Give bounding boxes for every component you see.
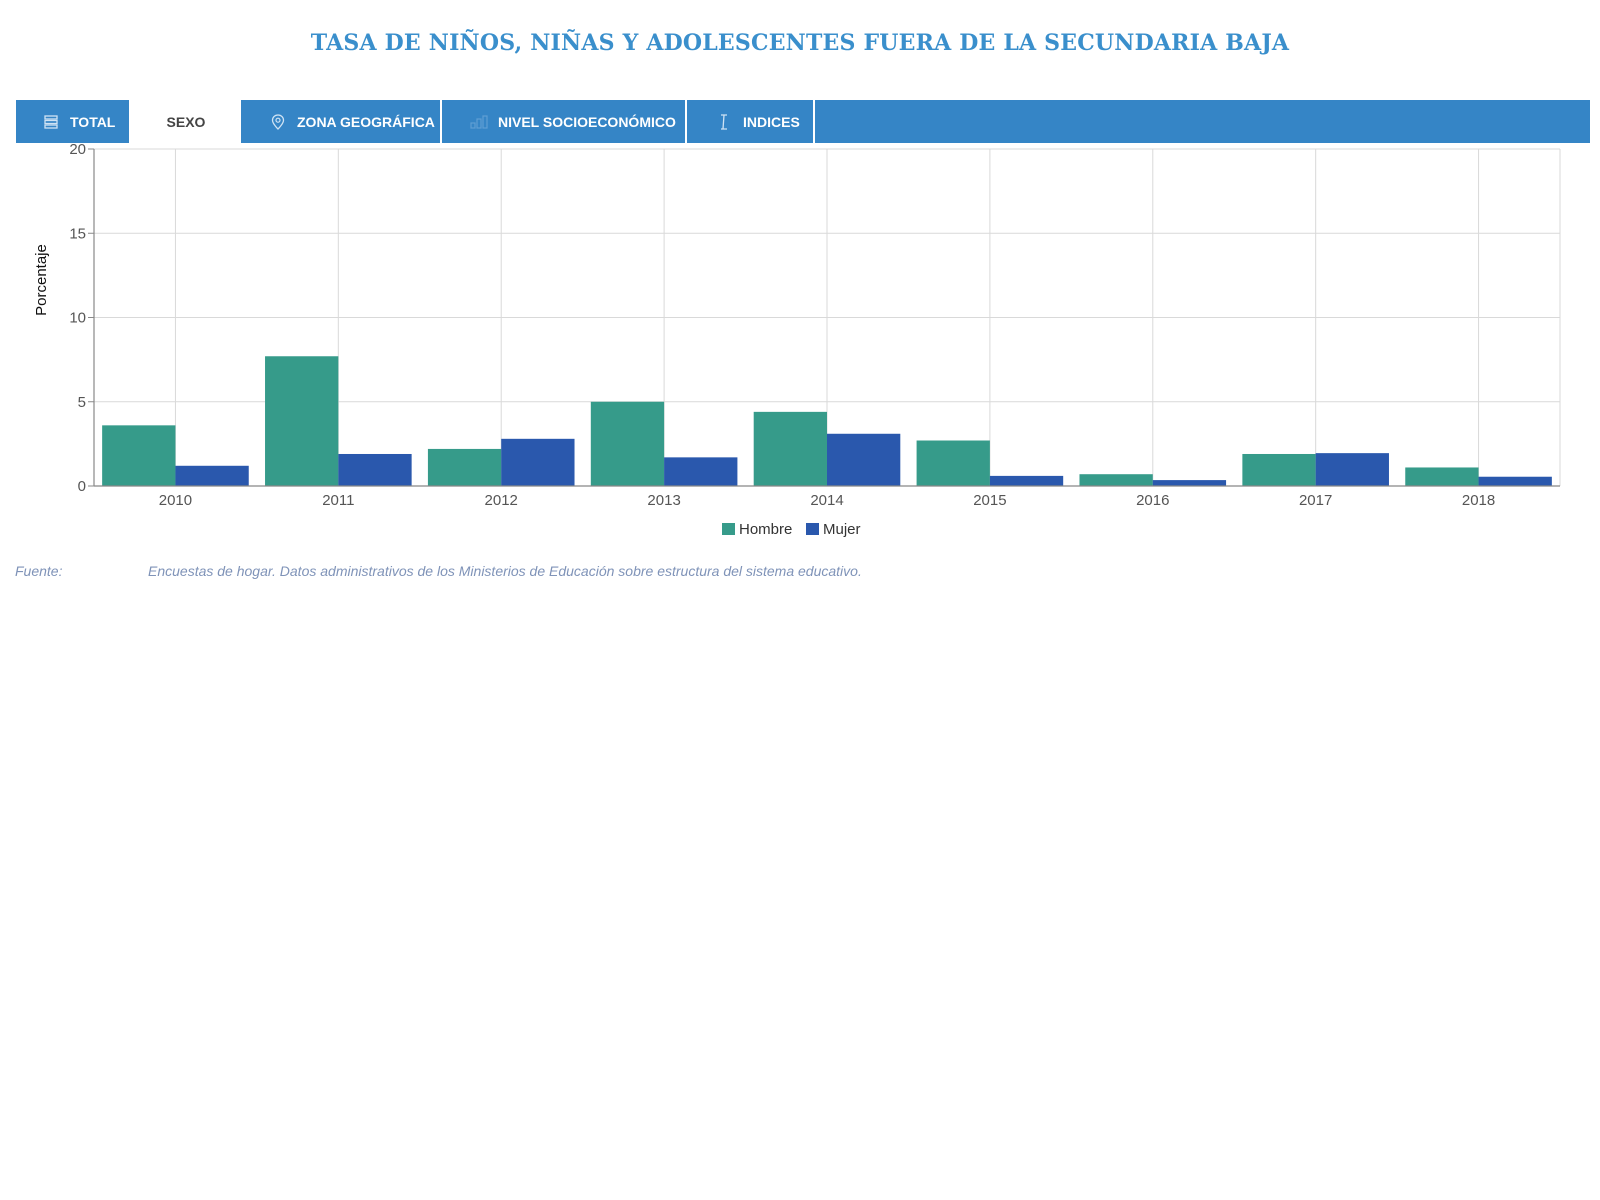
chart-axes: 0 5 10 15 20 2010 2011 2012 2013 2014 2015 2016 2017… [69, 141, 1560, 509]
tab-total-label: TOTAL [70, 113, 116, 130]
bar-mujer-2011 [338, 453, 412, 486]
bar-hombre-2018 [1405, 467, 1479, 486]
bar-hombre-2010 [102, 425, 176, 486]
tab-nivel-socioeconomico-label: NIVEL SOCIOECONÓMICO [498, 113, 676, 130]
tab-indices[interactable]: INDICES [687, 100, 815, 143]
y-axis-label: Porcentaje [33, 244, 50, 316]
chart-bars [102, 356, 1552, 486]
y-tick-label: 20 [69, 143, 86, 158]
y-tick-label: 0 [78, 478, 86, 495]
bar-chart: 0 5 10 15 20 2010 2011 2012 2013 2014 2015 2016 2017… [33, 141, 1561, 538]
bar-hombre-2016 [1079, 474, 1153, 486]
x-tick-label: 2016 [1136, 492, 1169, 509]
tab-total[interactable]: TOTAL [16, 100, 131, 143]
map-pin-icon [269, 113, 287, 131]
bar-levels-icon [470, 113, 488, 131]
bar-mujer-2017 [1315, 453, 1389, 486]
x-tick-label: 2012 [485, 492, 518, 509]
tab-sexo-label: SEXO [166, 113, 206, 130]
tab-zona-geografica[interactable]: ZONA GEOGRÁFICA [241, 100, 442, 143]
bar-hombre-2017 [1242, 453, 1316, 486]
bar-mujer-2018 [1478, 476, 1552, 486]
legend-label-mujer: Mujer [823, 521, 861, 538]
x-tick-label: 2018 [1462, 492, 1495, 509]
bar-hombre-2011 [265, 356, 339, 486]
tab-nivel-socioeconomico[interactable]: NIVEL SOCIOECONÓMICO [442, 100, 687, 143]
i-beam-icon [715, 113, 733, 131]
x-tick-label: 2010 [159, 492, 192, 509]
list-icon [42, 113, 60, 131]
bar-mujer-2010 [175, 465, 249, 486]
bar-mujer-2015 [989, 475, 1064, 486]
source-text: Encuestas de hogar. Datos administrativo… [148, 563, 862, 579]
x-tick-label: 2014 [810, 492, 843, 509]
chart-legend: Hombre Mujer [722, 521, 861, 538]
y-tick-label: 5 [78, 394, 86, 411]
x-tick-label: 2017 [1299, 492, 1332, 509]
chart-grid [94, 148, 1561, 487]
tab-indices-label: INDICES [743, 113, 800, 130]
bar-hombre-2013 [590, 401, 665, 486]
chart-area: 0 5 10 15 20 2010 2011 2012 2013 2014 2015 2016 2017… [0, 141, 1600, 553]
source-label: Fuente: [15, 563, 63, 579]
y-tick-label: 10 [69, 310, 86, 327]
legend-swatch-hombre [722, 523, 735, 535]
bar-mujer-2013 [664, 457, 738, 486]
legend-label-hombre: Hombre [739, 521, 792, 538]
bar-hombre-2014 [753, 411, 827, 486]
tab-bar: TOTAL SEXO ZONA GEOGRÁFICA NIVEL SOCIOEC… [16, 100, 1590, 143]
bar-hombre-2012 [427, 448, 502, 486]
x-tick-label: 2011 [322, 492, 354, 509]
x-tick-label: 2013 [647, 492, 680, 509]
bar-hombre-2015 [916, 440, 990, 486]
y-tick-label: 15 [69, 225, 86, 242]
bar-mujer-2016 [1152, 480, 1227, 486]
page-title: TASA DE NIÑOS, NIÑAS Y ADOLESCENTES FUER… [310, 30, 1290, 56]
x-tick-label: 2015 [973, 492, 1006, 509]
tab-zona-geografica-label: ZONA GEOGRÁFICA [297, 113, 435, 130]
bar-mujer-2012 [501, 438, 575, 486]
bar-mujer-2014 [827, 433, 901, 486]
legend-swatch-mujer [806, 523, 819, 535]
tab-sexo[interactable]: SEXO [131, 100, 241, 143]
